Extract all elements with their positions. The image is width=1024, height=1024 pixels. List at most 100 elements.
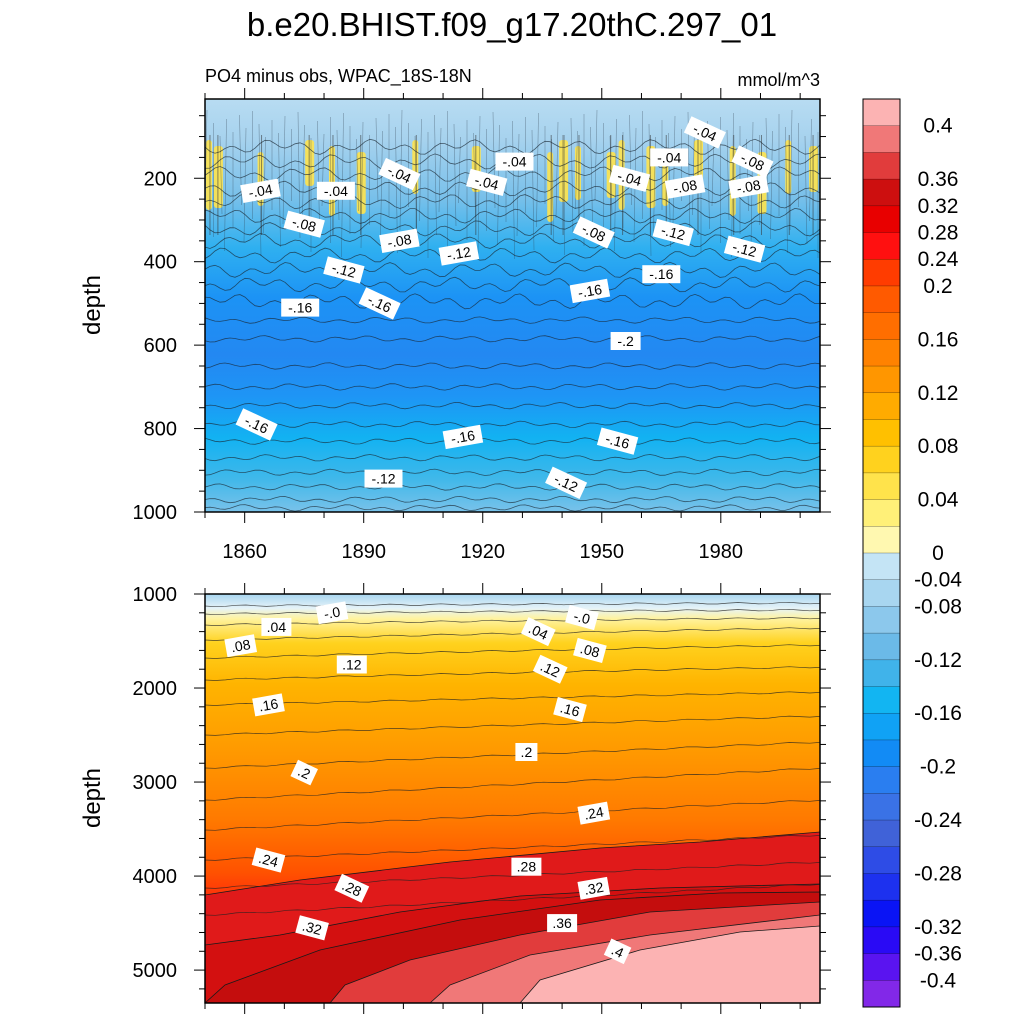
contour-label-box (608, 164, 651, 192)
colorbar-swatch (863, 285, 900, 314)
contour-label: .08 (573, 637, 607, 663)
contour-line (205, 437, 820, 445)
contour-label: -.08 (728, 174, 769, 199)
contour-label: .28 (511, 857, 542, 876)
colorbar-swatch (863, 472, 900, 500)
contour-label-box (224, 634, 258, 658)
bottom-y-axis: 1000 2000 3000 4000 5000 (133, 584, 831, 990)
colorbar-swatch (863, 633, 900, 661)
contour-line (205, 335, 820, 343)
contour-label: .28 (334, 873, 370, 903)
contour-label: -.04 (466, 168, 508, 197)
contour-label-box (379, 228, 420, 253)
contour-line (205, 884, 820, 916)
contour-label-box (565, 604, 599, 631)
colorbar-label: -0.12 (914, 649, 962, 672)
contour-label-box (532, 654, 568, 684)
contour-line (205, 627, 820, 641)
contour-line (419, 118, 422, 222)
colorbar-label: -0.28 (914, 862, 962, 885)
colorbar-swatch (863, 980, 900, 1008)
colorbar-label: 0.12 (918, 382, 959, 405)
contour-line (205, 454, 820, 462)
contour-label-text: .16 (559, 699, 582, 720)
contour-line (512, 120, 515, 260)
contour-label-text: -.08 (735, 177, 762, 197)
colorbar-swatch (863, 392, 900, 420)
bottom-panel: 1000 2000 3000 4000 5000 -.0 -.0 .04 .04 .08 .08.… (79, 583, 831, 1014)
contour-line (205, 293, 820, 310)
contour-label: .32 (577, 876, 611, 900)
colorbar-swatch (863, 953, 900, 981)
colorbar-label: 0.36 (918, 168, 959, 191)
contour-line (785, 126, 788, 254)
contour-line (594, 109, 598, 201)
contour-line (205, 608, 820, 616)
contour-line (536, 112, 539, 228)
contour-label: .16 (252, 693, 285, 717)
contour-line (414, 135, 418, 245)
colorbar-label: 0.04 (918, 489, 959, 512)
contour-label: -.08 (664, 174, 706, 199)
contour-label: -.0 (315, 601, 349, 625)
contour-line (205, 261, 820, 278)
contour-label-box (577, 876, 611, 900)
contour-label: .32 (295, 915, 329, 941)
colorbar-swatch (863, 766, 900, 794)
contour-line (516, 133, 520, 237)
contour-line (614, 118, 617, 252)
contour-label: -.16 (596, 427, 639, 455)
y-tick-label: 400 (144, 252, 177, 274)
bottom-y-axis-label: depth (79, 768, 106, 828)
contour-line (205, 483, 820, 491)
contour-label-text: -.08 (672, 177, 699, 197)
contour-label: -.12 (652, 218, 694, 247)
contour-line (205, 495, 820, 504)
top-contour-labels: -.04-.08-.04-.04-.08-.12-.16 -.16-.12-.04… (235, 116, 774, 499)
contour-line (205, 316, 820, 324)
colorbar-swatch (863, 820, 900, 848)
contour-label-box (235, 408, 278, 441)
colorbar-swatch (863, 900, 900, 928)
contour-label-text: -.16 (604, 430, 632, 452)
colorbar-swatch (863, 99, 900, 127)
contour-line (336, 129, 340, 221)
colorbar-swatch (863, 499, 900, 527)
contour-label-text: -.0 (572, 608, 592, 628)
contour-line (375, 117, 379, 203)
contour-line (205, 207, 820, 224)
contour-label-text: .24 (257, 850, 280, 871)
contour-label-box (596, 427, 639, 455)
contour-label: -.0 (565, 604, 599, 631)
contour-label: -.04 (650, 148, 689, 167)
contour-line (205, 715, 820, 736)
contour-line (205, 468, 820, 477)
colorbar-label: -0.08 (914, 595, 962, 618)
contour-label-box (290, 759, 318, 786)
colorbar-swatch (863, 846, 900, 874)
contour-label-box (364, 469, 403, 488)
contour-label: .12 (532, 654, 568, 684)
contour-line (205, 742, 820, 769)
contour-label-text: .28 (517, 859, 537, 875)
contour-label-box (315, 601, 349, 625)
colorbar-swatch (863, 312, 900, 340)
contour-line (205, 835, 820, 861)
contour-line (205, 420, 820, 428)
contour-label-text: -.04 (247, 181, 274, 201)
contour-label-text: .16 (258, 695, 280, 714)
contour-label-box (664, 174, 706, 199)
contour-label-box (573, 637, 607, 663)
contour-line (438, 127, 442, 213)
contour-label-text: -.0 (323, 603, 342, 622)
contour-line (570, 117, 574, 233)
colorbar-swatch (863, 686, 900, 714)
contour-label: .4 (603, 938, 632, 965)
contour-label: .36 (547, 914, 578, 933)
colorbar-swatch (863, 259, 900, 287)
contour-label-box (281, 298, 320, 317)
contour-label: -.04 (240, 178, 281, 203)
contour-label-text: -.12 (731, 238, 759, 260)
contour-line (205, 232, 820, 249)
contour-label-box (642, 265, 681, 284)
